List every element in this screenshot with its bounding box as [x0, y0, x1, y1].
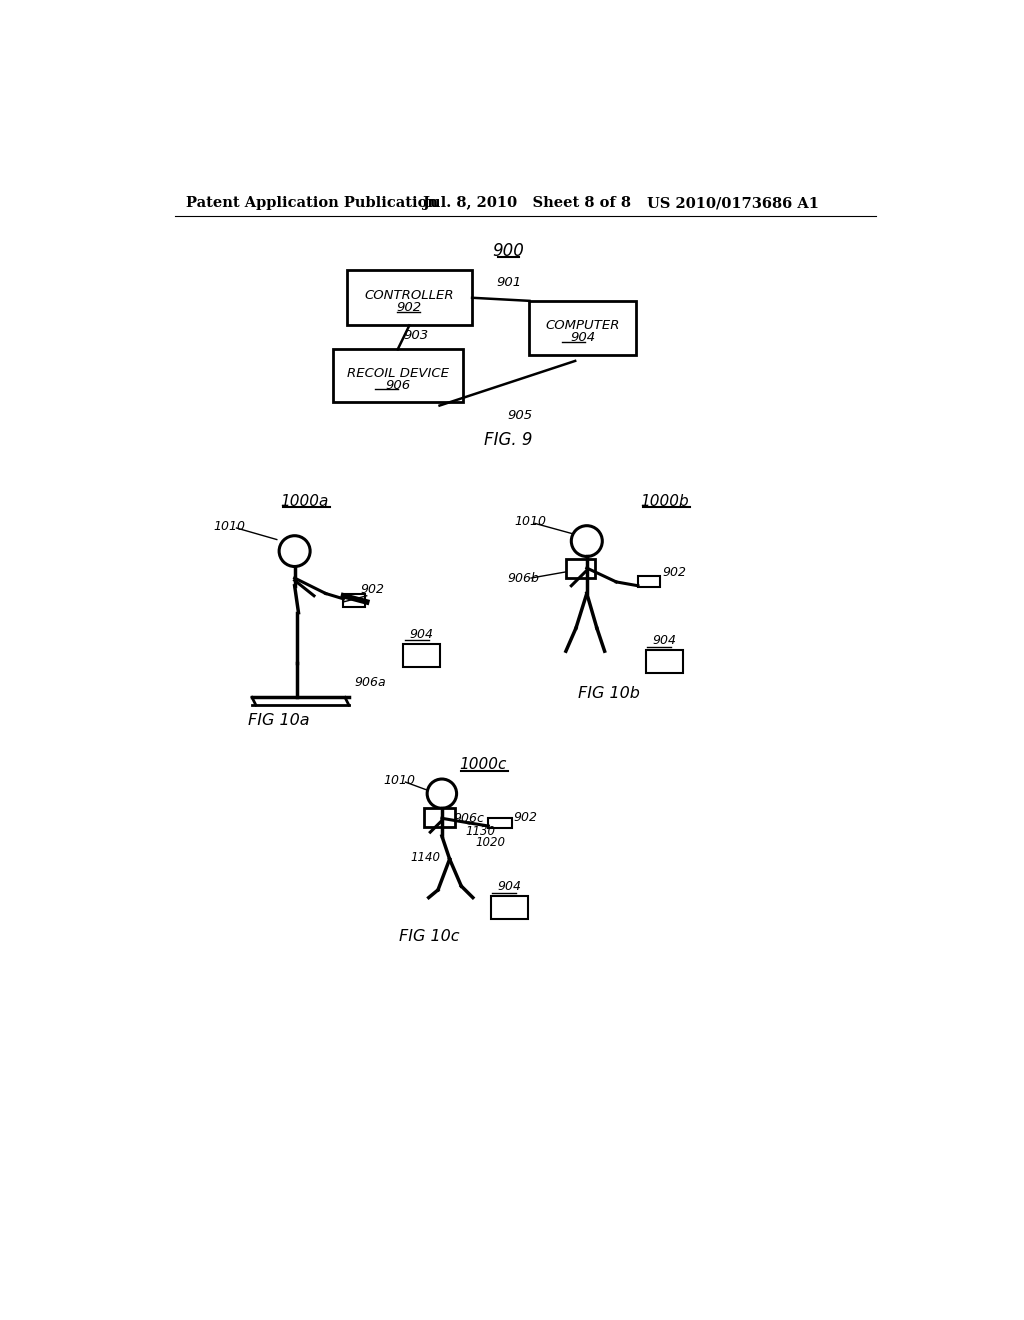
Bar	[529, 301, 636, 355]
Text: Jul. 8, 2010   Sheet 8 of 8: Jul. 8, 2010 Sheet 8 of 8	[423, 197, 631, 210]
Text: 904: 904	[570, 331, 596, 345]
Text: 901: 901	[497, 276, 522, 289]
Text: 902: 902	[396, 301, 422, 314]
Text: US 2010/0173686 A1: US 2010/0173686 A1	[647, 197, 819, 210]
Text: 1000b: 1000b	[640, 494, 688, 508]
Text: 1000c: 1000c	[459, 756, 507, 772]
Text: 902: 902	[663, 566, 687, 579]
Text: 906a: 906a	[354, 676, 386, 689]
Bar	[403, 644, 440, 667]
Text: RECOIL DEVICE: RECOIL DEVICE	[347, 367, 449, 380]
Text: 900: 900	[492, 242, 523, 260]
Bar	[488, 817, 512, 829]
Text: 1010: 1010	[213, 520, 246, 533]
Text: 903: 903	[403, 329, 429, 342]
Text: 1000a: 1000a	[281, 494, 329, 508]
Text: 904: 904	[498, 880, 521, 894]
Text: FIG 10c: FIG 10c	[399, 928, 460, 944]
Text: 904: 904	[652, 634, 676, 647]
Text: 1010: 1010	[384, 774, 416, 787]
Bar	[333, 350, 463, 401]
Bar	[566, 558, 595, 578]
Text: 1010: 1010	[514, 515, 546, 528]
Bar	[646, 649, 683, 673]
Text: COMPUTER: COMPUTER	[546, 319, 621, 333]
Text: FIG. 9: FIG. 9	[484, 432, 534, 449]
Text: CONTROLLER: CONTROLLER	[365, 289, 454, 302]
Text: FIG 10b: FIG 10b	[578, 686, 639, 701]
Text: FIG 10a: FIG 10a	[248, 713, 309, 729]
Bar	[343, 594, 366, 607]
Text: 906c: 906c	[454, 812, 484, 825]
Bar	[490, 896, 528, 919]
Text: Patent Application Publication: Patent Application Publication	[186, 197, 438, 210]
Text: 905: 905	[507, 409, 532, 422]
Bar	[638, 576, 659, 586]
Bar	[346, 271, 472, 326]
Text: 906: 906	[385, 379, 411, 392]
Text: 904: 904	[410, 628, 434, 640]
Text: 1140: 1140	[411, 851, 441, 865]
Text: 1020: 1020	[475, 836, 505, 849]
Text: 906b: 906b	[508, 572, 540, 585]
Text: 1130: 1130	[465, 825, 496, 838]
Text: 902: 902	[360, 583, 384, 597]
Bar	[424, 808, 455, 826]
Text: 902: 902	[514, 810, 538, 824]
